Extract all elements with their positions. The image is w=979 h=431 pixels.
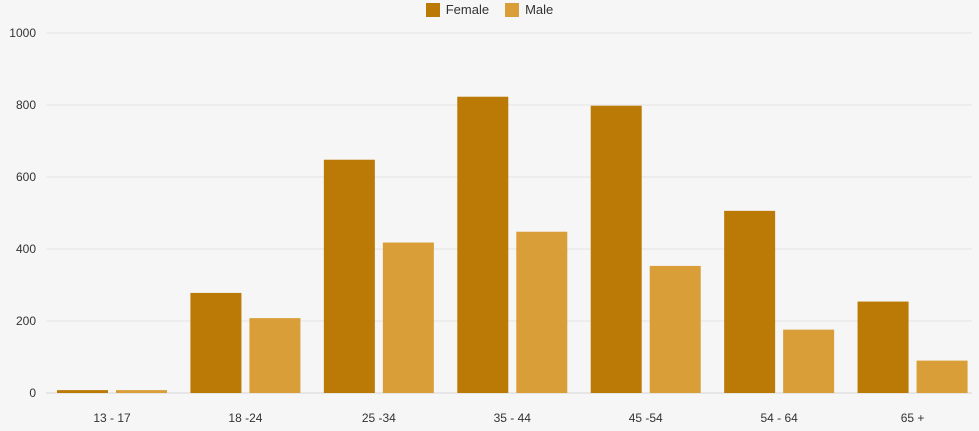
y-tick-label: 400	[16, 242, 36, 256]
bar-female-6	[857, 301, 909, 393]
bar-female-5	[724, 210, 776, 393]
bar-female-3	[457, 96, 509, 393]
bar-male-0	[116, 390, 167, 393]
bar-female-2	[323, 159, 375, 393]
legend-item-male[interactable]: Male	[505, 2, 553, 17]
x-tick-label: 25 -34	[362, 411, 396, 425]
x-tick-label: 35 - 44	[494, 411, 532, 425]
x-tick-label: 65 +	[901, 411, 925, 425]
bar-male-5	[783, 329, 835, 393]
bar-male-2	[382, 242, 434, 393]
y-tick-label: 200	[16, 314, 36, 328]
x-tick-label: 13 - 17	[93, 411, 131, 425]
bar-male-4	[649, 265, 701, 393]
bar-female-0	[57, 390, 108, 393]
bar-female-1	[190, 292, 242, 393]
legend: Female Male	[0, 2, 979, 17]
legend-label-female: Female	[445, 2, 490, 17]
bar-male-6	[916, 360, 968, 393]
legend-label-male: Male	[525, 2, 554, 17]
bar-female-4	[590, 105, 642, 393]
legend-item-female[interactable]: Female	[425, 2, 490, 17]
bar-male-1	[249, 318, 301, 393]
legend-swatch-male	[505, 2, 520, 17]
legend-swatch-female	[425, 2, 440, 17]
x-tick-label: 54 - 64	[760, 411, 798, 425]
x-tick-label: 45 -54	[629, 411, 663, 425]
y-tick-label: 800	[16, 98, 36, 112]
y-tick-label: 0	[29, 386, 36, 400]
x-tick-label: 18 -24	[228, 411, 262, 425]
y-tick-label: 1000	[9, 26, 36, 40]
y-tick-label: 600	[16, 170, 36, 184]
bar-male-3	[516, 231, 568, 393]
